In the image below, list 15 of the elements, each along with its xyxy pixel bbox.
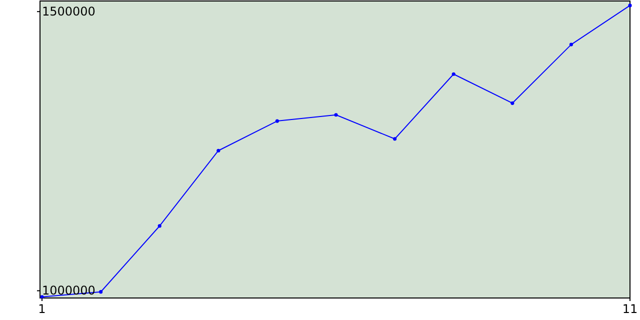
point [99,290,103,294]
point [628,4,632,8]
point [452,72,456,76]
point [275,119,279,123]
point [569,42,573,46]
point [393,137,397,141]
point [158,224,162,228]
y-tick-label: 1500000 [42,4,96,19]
point [216,148,220,152]
x-tick-label: 1 [38,302,46,316]
point [510,101,514,105]
x-tick-label: 11 [622,302,638,316]
y-tick-label: 1000000 [42,284,96,298]
point [40,295,44,299]
point [334,113,338,117]
